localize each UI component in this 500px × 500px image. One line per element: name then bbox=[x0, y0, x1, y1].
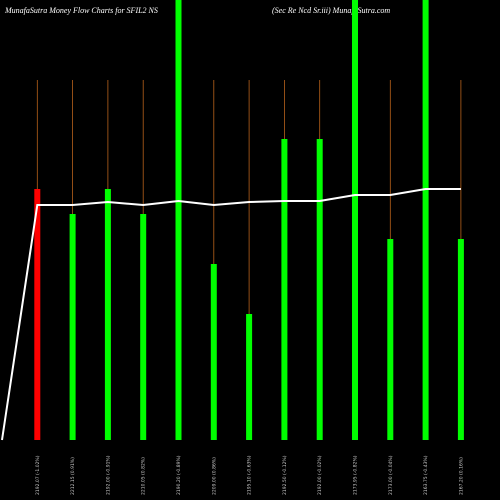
x-tick-label: 2173.95 (-0.82%) bbox=[353, 455, 359, 495]
chart-subtitle: (Sec Re Ncd Sr.iii) MunafaSutra.com bbox=[272, 6, 390, 15]
chart-title: MunafaSutra Money Flow Charts for SFIL2 … bbox=[4, 6, 158, 15]
bar bbox=[281, 139, 288, 440]
x-tick-label: 2163.75 (-0.43%) bbox=[423, 455, 429, 495]
x-tick-label: 2195.10 (-0.63%) bbox=[247, 455, 253, 495]
bar bbox=[104, 189, 111, 440]
x-tick-label: 2209.00 (0.86%) bbox=[211, 457, 217, 495]
x-tick-label: 2192.00 (-0.91%) bbox=[105, 455, 111, 495]
x-tick-label: 2212.15 (0.91%) bbox=[70, 457, 76, 495]
x-tick-label: 2190.20 (-0.89%) bbox=[176, 455, 182, 495]
bar bbox=[246, 314, 253, 440]
bar bbox=[210, 264, 217, 440]
bar bbox=[387, 239, 394, 440]
x-tick-label: 2192.00 (-0.02%) bbox=[317, 455, 323, 495]
bar bbox=[316, 139, 323, 440]
x-tick-label: 2173.00 (-0.04%) bbox=[388, 455, 394, 495]
bar bbox=[457, 239, 464, 440]
money-flow-line bbox=[1, 188, 461, 441]
x-tick-label: 2167.20 (0.16%) bbox=[458, 457, 464, 495]
bar bbox=[34, 189, 41, 440]
bar bbox=[69, 214, 76, 440]
bar bbox=[140, 214, 147, 440]
bar bbox=[352, 0, 358, 440]
x-tick-label: 2210.05 (0.82%) bbox=[141, 457, 147, 495]
x-tick-label: 2192.07 (-1.02%) bbox=[35, 455, 41, 495]
bar bbox=[175, 0, 182, 440]
x-tick-label: 2192.50 (-0.12%) bbox=[282, 455, 288, 495]
bar bbox=[422, 0, 429, 440]
